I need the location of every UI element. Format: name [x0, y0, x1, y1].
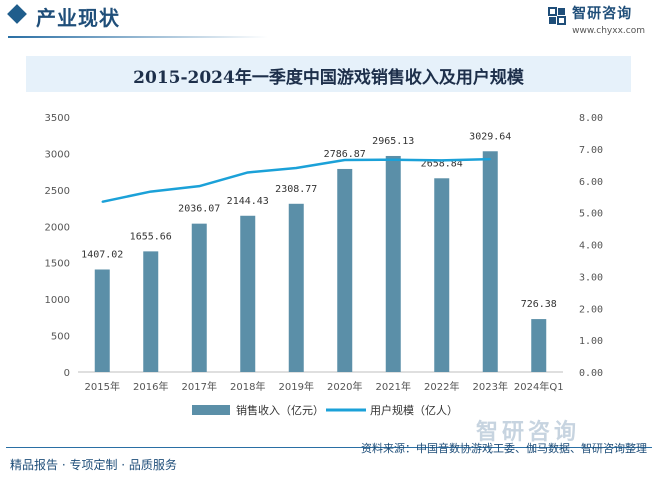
brand-logo-icon — [548, 7, 567, 25]
bar — [434, 178, 450, 372]
bar-value-label: 726.38 — [521, 299, 557, 310]
x-tick-label: 2017年 — [182, 380, 217, 393]
chart-title: 2015-2024年一季度中国游戏销售收入及用户规模 — [133, 68, 524, 88]
brand-logo: 智研咨询 www.chyxx.com — [548, 6, 645, 37]
x-tick-label: 2024年Q1 — [514, 380, 564, 393]
x-tick-label: 2022年 — [424, 380, 459, 393]
brand-url: www.chyxx.com — [572, 26, 645, 36]
line-point — [489, 158, 492, 160]
y-right-tick-label: 4.00 — [579, 241, 603, 252]
x-tick-label: 2015年 — [85, 380, 120, 393]
legend-label-line: 用户规模（亿人） — [370, 403, 458, 417]
line-point — [343, 159, 346, 161]
x-tick-label: 2019年 — [279, 380, 314, 393]
brand-name: 智研咨询 — [572, 6, 633, 22]
y-right-tick-label: 8.00 — [579, 113, 603, 124]
bar-value-label: 2786.87 — [324, 149, 366, 160]
bar — [288, 203, 304, 372]
line-point — [246, 171, 249, 174]
chart-title-band: 2015-2024年一季度中国游戏销售收入及用户规模 — [26, 56, 631, 92]
y-right-tick-label: 1.00 — [579, 336, 603, 347]
x-tick-label: 2016年 — [133, 380, 168, 393]
y-left-tick-label: 1000 — [45, 295, 70, 306]
legend-label-bar: 销售收入（亿元） — [236, 403, 324, 417]
section-title: 产业现状 — [36, 6, 120, 30]
y-right-tick-label: 7.00 — [579, 145, 603, 156]
y-left-tick-label: 1500 — [45, 259, 70, 270]
y-right-tick-label: 3.00 — [579, 272, 603, 283]
y-left-tick-label: 500 — [51, 332, 70, 343]
bar — [191, 223, 207, 372]
x-tick-label: 2018年 — [230, 380, 265, 393]
bar — [240, 215, 256, 372]
x-tick-label: 2023年 — [473, 380, 508, 393]
bar — [94, 269, 110, 372]
line-point — [101, 200, 104, 203]
bar-value-label: 1655.66 — [130, 231, 172, 242]
bar — [531, 319, 547, 372]
bar-value-label: 2308.77 — [275, 184, 317, 195]
y-right-tick-label: 2.00 — [579, 304, 603, 315]
y-left-tick-label: 2000 — [45, 222, 70, 233]
y-right-tick-label: 5.00 — [579, 209, 603, 220]
y-right-tick-label: 6.00 — [579, 177, 603, 188]
bar-value-label: 3029.64 — [469, 131, 511, 142]
x-tick-label: 2020年 — [327, 380, 362, 393]
bar — [143, 251, 159, 372]
bar-value-label: 2036.07 — [178, 204, 220, 215]
line-point — [149, 190, 152, 193]
line-point — [198, 185, 201, 187]
source-note: 资料来源：中国音数协游戏工委、伽马数据、智研咨询整理 — [361, 442, 647, 455]
footer-slogan: 精品报告 · 专项定制 · 品质服务 — [10, 458, 177, 472]
y-left-tick-label: 2500 — [45, 186, 70, 197]
bar — [385, 155, 401, 372]
y-left-tick-label: 0 — [64, 368, 70, 379]
y-left-tick-label: 3500 — [45, 113, 70, 124]
watermark-logo: 智研咨询 — [476, 420, 581, 445]
line-point — [392, 158, 395, 161]
bar-value-label: 2965.13 — [372, 136, 414, 147]
bar — [482, 151, 498, 372]
legend-swatch-bar — [192, 405, 230, 415]
bar-value-label: 2658.84 — [421, 158, 463, 169]
title-underline — [8, 36, 268, 38]
footer-divider — [6, 447, 652, 448]
line-point — [295, 167, 298, 169]
bar — [337, 168, 353, 372]
bar-value-label: 1407.02 — [81, 249, 123, 260]
x-tick-label: 2021年 — [376, 380, 411, 393]
y-right-tick-label: 0.00 — [579, 368, 603, 379]
bar-value-label: 2144.43 — [227, 196, 269, 207]
page-header: 产业现状 智研咨询 www.chyxx.com — [0, 0, 659, 40]
line-point — [440, 159, 443, 162]
y-left-tick-label: 3000 — [45, 149, 70, 160]
